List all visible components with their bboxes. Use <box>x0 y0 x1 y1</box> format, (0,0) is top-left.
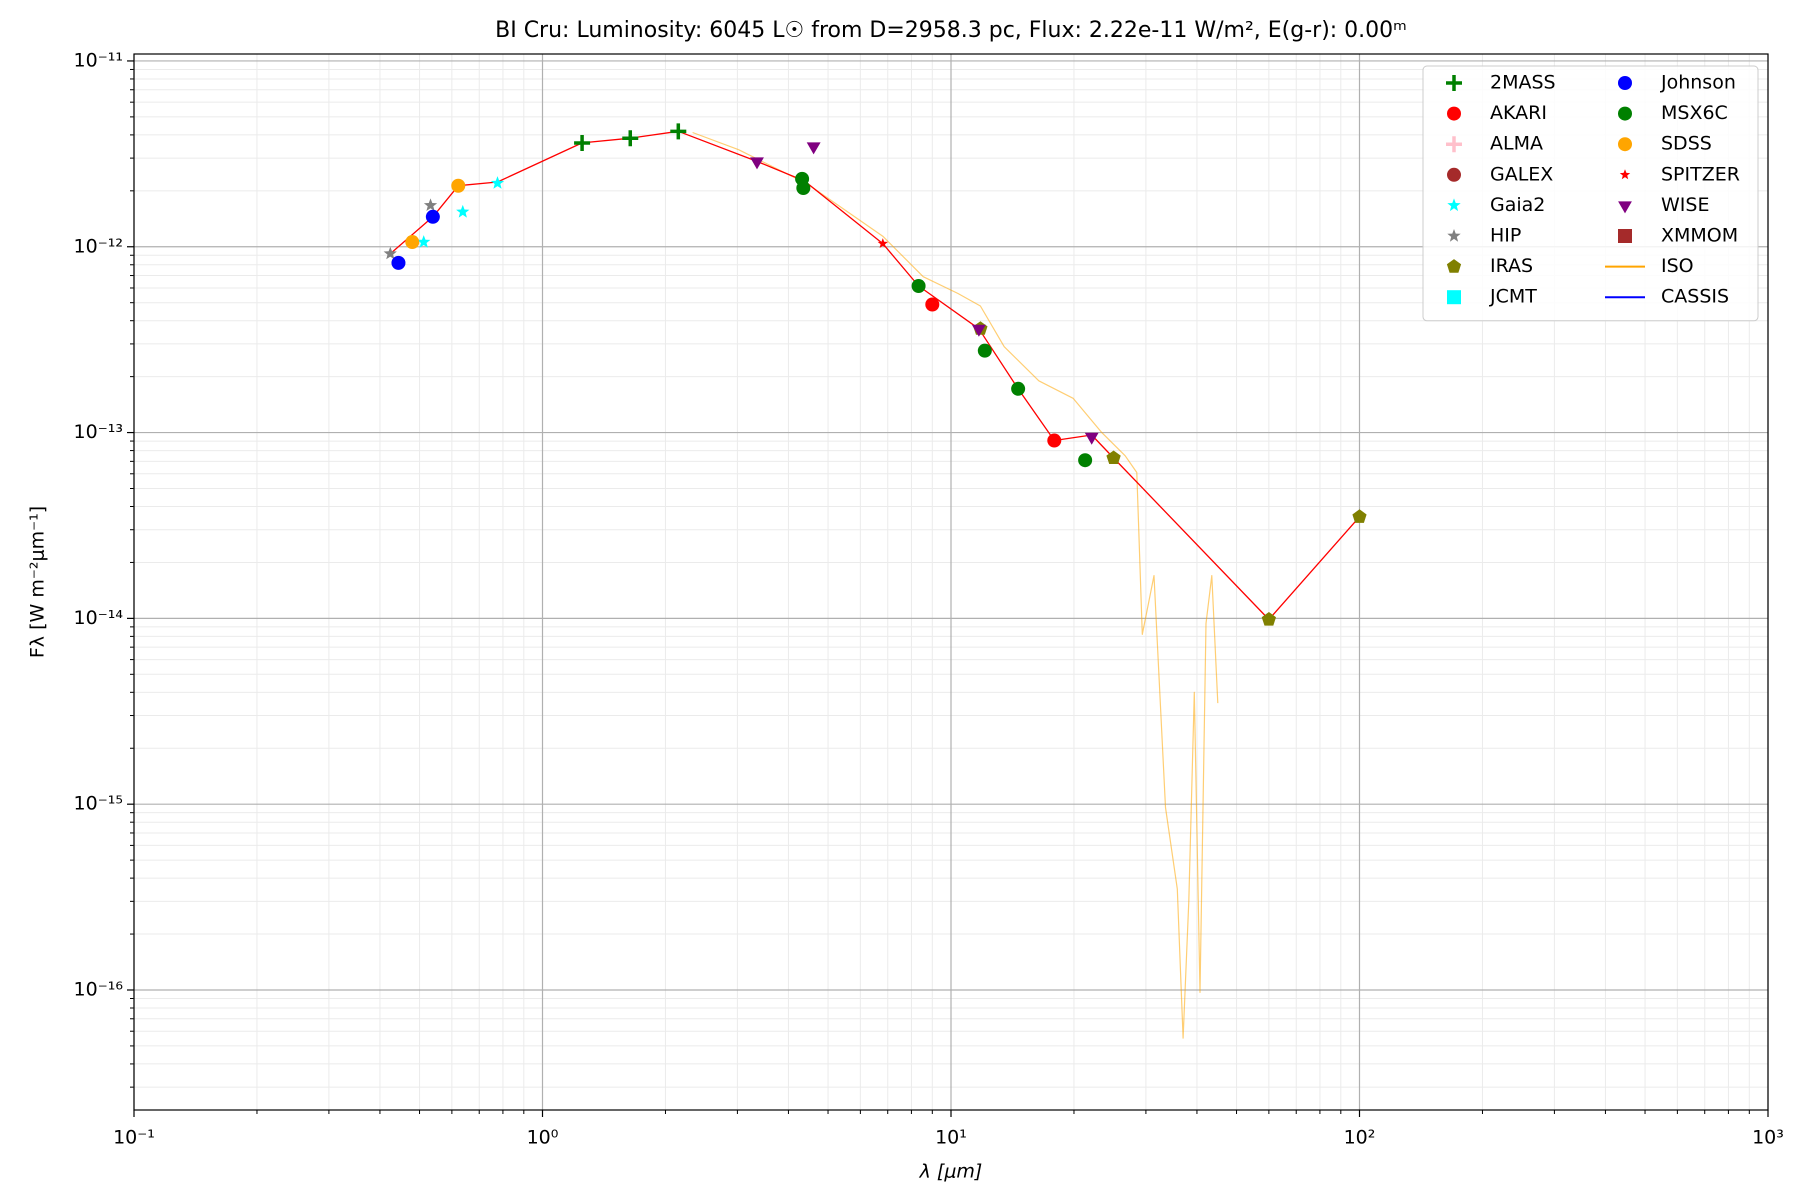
legend-label: MSX6C <box>1661 102 1728 124</box>
data-point <box>806 142 821 155</box>
y-tick-label: 10⁻¹² <box>74 235 123 257</box>
chart-title: BI Cru: Luminosity: 6045 L☉ from D=2958.… <box>495 18 1407 43</box>
data-point <box>456 204 470 218</box>
data-point <box>622 130 639 147</box>
legend-swatch <box>1618 137 1632 152</box>
x-axis-label: λ [μm] <box>919 1161 983 1183</box>
series-line <box>389 130 1360 621</box>
data-point <box>490 176 505 189</box>
data-point <box>425 209 440 224</box>
data-point <box>977 343 992 358</box>
legend-label: WISE <box>1661 194 1709 216</box>
legend-swatch <box>1618 106 1632 121</box>
x-tick-label: 10¹ <box>935 1127 967 1149</box>
legend-swatch <box>1447 229 1461 242</box>
legend-label: XMMOM <box>1661 225 1738 247</box>
x-tick-label: 10² <box>1344 1127 1376 1149</box>
legend-label: CASSIS <box>1661 286 1729 308</box>
legend-label: SPITZER <box>1661 163 1740 185</box>
legend-box <box>1422 65 1759 322</box>
data-point <box>911 278 926 293</box>
data-point <box>1084 432 1099 445</box>
legend-label: Johnson <box>1660 72 1736 94</box>
data-point <box>1106 450 1121 464</box>
data-point <box>405 235 420 250</box>
data-point <box>1047 433 1062 448</box>
y-tick-label: 10⁻¹³ <box>74 421 123 443</box>
data-point <box>796 181 811 196</box>
data-point <box>750 157 764 170</box>
legend-label: IRAS <box>1490 255 1533 277</box>
data-point <box>670 123 687 140</box>
y-tick-label: 10⁻¹¹ <box>74 49 123 71</box>
x-tick-label: 10⁰ <box>527 1127 559 1149</box>
legend-swatch <box>1447 290 1461 305</box>
legend-label: GALEX <box>1490 163 1553 185</box>
data-point <box>925 297 940 312</box>
legend-swatch <box>1618 201 1632 214</box>
data-point <box>383 246 397 260</box>
x-tick-label: 10⁻¹ <box>113 1127 155 1149</box>
data-point <box>971 324 986 337</box>
data-point <box>423 198 438 211</box>
plot-frame <box>133 53 1769 1111</box>
data-point <box>417 235 431 248</box>
data-point <box>1011 381 1026 396</box>
legend-swatch <box>1447 167 1461 182</box>
data-point <box>391 255 406 270</box>
legend-swatch <box>1446 75 1462 91</box>
legend-swatch <box>1447 106 1461 121</box>
x-tick-label: 10³ <box>1752 1127 1784 1149</box>
legend-label: 2MASS <box>1490 72 1556 94</box>
legend-label: Gaia2 <box>1490 194 1545 216</box>
legend-swatch <box>1619 169 1631 180</box>
legend-label: ALMA <box>1490 133 1543 155</box>
data-point <box>1078 453 1093 468</box>
data-point <box>574 134 591 151</box>
legend-label: SDSS <box>1661 133 1712 155</box>
data-point <box>1261 612 1276 626</box>
data-point <box>877 238 889 248</box>
y-tick-label: 10⁻¹⁵ <box>74 793 123 815</box>
data-point <box>1352 509 1367 523</box>
legend-label: ISO <box>1661 255 1694 277</box>
y-axis-label: Fλ [W m⁻²μm⁻¹] <box>27 506 49 658</box>
legend-swatch <box>1446 136 1462 153</box>
legend-swatch <box>1618 229 1632 243</box>
legend-label: JCMT <box>1489 286 1537 308</box>
data-point <box>451 178 466 193</box>
legend-swatch <box>1618 76 1632 90</box>
legend-swatch <box>1446 259 1462 273</box>
y-tick-label: 10⁻¹⁶ <box>74 978 123 1000</box>
legend-label: AKARI <box>1490 102 1547 124</box>
legend-swatch <box>1447 198 1461 212</box>
y-tick-label: 10⁻¹⁴ <box>74 607 124 629</box>
legend-label: HIP <box>1490 225 1521 247</box>
series-line <box>692 131 1219 1039</box>
